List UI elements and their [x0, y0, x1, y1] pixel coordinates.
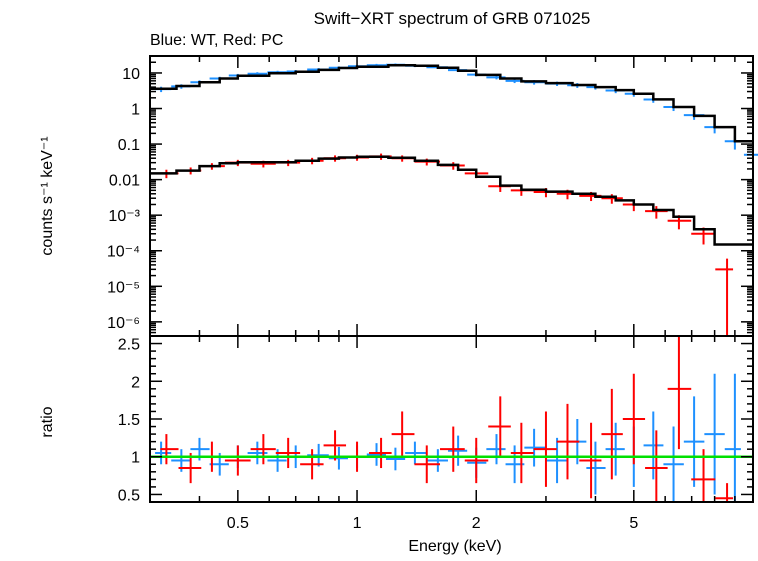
y-tick-label-spectrum: 10 [122, 66, 140, 83]
wt-ratio-point [447, 435, 468, 466]
wt-ratio-point [155, 441, 172, 465]
wt-ratio-point [385, 447, 406, 471]
pc-ratio-point [414, 445, 441, 484]
pc-ratio-point [275, 437, 301, 469]
pc-ratio-point [579, 422, 602, 499]
chart-axes: 0.5 1 2 5 10⁻⁶ 10⁻⁵ 10⁻⁴ 10⁻³ 0.01 0.1 1 10 0.5 1 1.5 2… [107, 55, 754, 532]
y-tick-label-ratio: 1 [131, 450, 140, 467]
pc-ratio-point [691, 449, 716, 502]
y-axis-label-ratio: ratio [39, 406, 56, 437]
y-tick-label-spectrum: 10⁻⁶ [107, 315, 140, 332]
y-tick-label-spectrum: 1 [131, 102, 140, 119]
pc-ratio-point [464, 437, 489, 484]
pc-ratio-point [250, 434, 276, 465]
y-tick-label-spectrum: 10⁻⁵ [107, 279, 140, 296]
pc-spectrum-point [715, 258, 734, 336]
pc-ratio-point [667, 336, 692, 450]
chart-title: Swift−XRT spectrum of GRB 071025 [314, 9, 591, 28]
wt-ratio-point [586, 441, 606, 495]
wt-ratio-point [486, 434, 506, 465]
pc-ratio-point [488, 396, 511, 457]
wt-ratio-point [704, 373, 725, 495]
y-tick-label-spectrum: 0.01 [109, 173, 140, 190]
y-tick-label-ratio: 0.5 [118, 487, 140, 504]
wt-model-line [150, 63, 753, 143]
wt-ratio-point [328, 446, 348, 470]
x-tick-label: 5 [629, 515, 638, 532]
pc-ratio-point [300, 449, 324, 480]
panel-frame-0 [149, 55, 754, 337]
pc-ratio-point [556, 403, 580, 480]
pc-spectrum-point [645, 206, 668, 219]
pc-ratio-point [369, 437, 392, 469]
wt-ratio-point [366, 443, 386, 466]
wt-ratio-point [663, 426, 684, 502]
pc-ratio-point [601, 388, 623, 480]
y-tick-label-spectrum: 0.1 [118, 137, 140, 154]
y-tick-label-ratio: 2.5 [118, 337, 140, 354]
pc-model-line [150, 155, 753, 246]
wt-ratio-point [643, 411, 664, 480]
x-tick-label: 1 [353, 515, 362, 532]
x-tick-label: 0.5 [227, 515, 249, 532]
pc-ratio-point [645, 430, 668, 502]
chart-subtitle: Blue: WT, Red: PC [150, 32, 283, 49]
chart-marks [150, 63, 758, 502]
y-tick-label-spectrum: 10⁻⁴ [107, 244, 140, 261]
pc-ratio-point [160, 434, 179, 465]
y-axis-label-spectrum: counts s⁻¹ keV⁻¹ [39, 136, 56, 255]
pc-ratio-point [715, 483, 734, 502]
y-tick-label-ratio: 1.5 [118, 412, 140, 429]
x-axis-label: Energy (keV) [408, 538, 501, 555]
pc-ratio-point [440, 426, 465, 472]
y-tick-label-ratio: 2 [131, 374, 140, 391]
wt-ratio-point [545, 437, 568, 484]
wt-ratio-point [683, 396, 705, 487]
x-tick-label: 2 [472, 515, 481, 532]
panel-frame-1 [149, 335, 754, 503]
wt-ratio-point [724, 373, 741, 502]
pc-ratio-point [391, 411, 415, 457]
pc-ratio-point [323, 430, 347, 461]
wt-ratio-point [426, 449, 448, 472]
pc-ratio-point [224, 445, 251, 476]
pc-ratio-point [533, 411, 557, 487]
pc-ratio-point [178, 452, 202, 484]
y-tick-label-spectrum: 10⁻³ [108, 208, 140, 225]
wt-ratio-point [405, 441, 427, 465]
wt-ratio-point [605, 422, 625, 476]
wt-ratio-point [307, 443, 329, 467]
pc-ratio-point [510, 422, 534, 484]
pc-ratio-point [622, 373, 646, 465]
wt-ratio-point [524, 428, 546, 467]
